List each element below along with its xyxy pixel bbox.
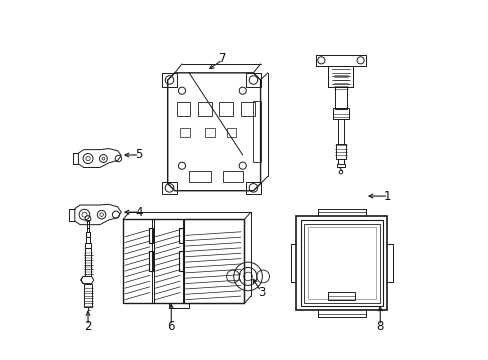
Bar [180,128,189,137]
Bar [226,128,236,137]
Bar [149,228,153,243]
Bar [246,182,260,194]
Bar [84,284,92,307]
Text: 8: 8 [376,320,383,333]
Bar [162,73,176,87]
Bar [149,251,153,271]
Text: 4: 4 [135,206,142,219]
Text: 5: 5 [135,148,142,162]
Bar [246,73,260,87]
Bar [86,232,90,237]
Bar [85,243,91,248]
Bar [84,248,91,276]
Bar [179,251,183,271]
Bar [176,102,190,116]
Text: 6: 6 [167,320,175,333]
Text: 2: 2 [84,320,92,333]
Bar [86,228,89,232]
Bar [219,102,233,116]
Bar [87,220,89,228]
Bar [335,144,346,158]
Bar [123,219,152,303]
Bar [336,164,345,167]
Bar [162,182,176,194]
Bar [189,171,210,182]
Bar [198,102,211,116]
Text: 1: 1 [383,190,390,203]
Bar [86,237,90,243]
Bar [304,224,379,302]
Bar [223,171,242,182]
Text: 7: 7 [218,52,225,65]
Bar [179,228,183,243]
Bar [332,108,348,119]
Bar [123,219,244,303]
Text: 3: 3 [258,286,265,299]
Bar [300,220,382,306]
Bar [296,216,386,310]
Bar [153,219,183,303]
Bar [334,87,346,109]
Bar [184,219,244,303]
Bar [205,128,214,137]
Bar [307,227,375,299]
Bar [328,66,353,87]
Bar [241,102,254,116]
Bar [169,302,189,307]
Bar [328,292,354,300]
